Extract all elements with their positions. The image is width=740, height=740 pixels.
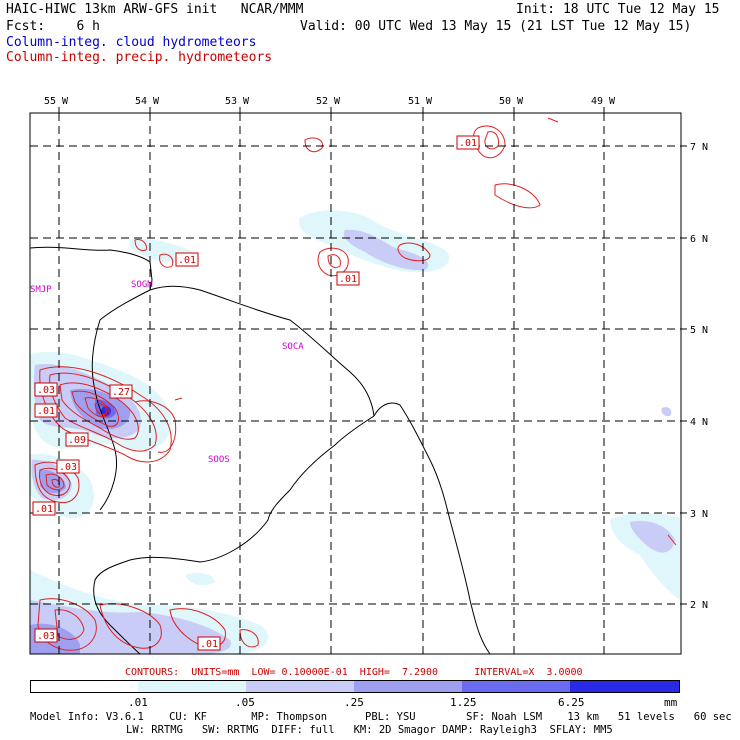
colorbar-swatch	[138, 680, 246, 693]
lon-label: 49 W	[591, 96, 616, 107]
station-label: SMJP	[30, 285, 52, 295]
lon-label: 51 W	[408, 96, 433, 107]
lon-label: 50 W	[499, 96, 524, 107]
contour-label: .27	[112, 387, 130, 398]
lat-label: 7 N	[690, 142, 708, 153]
forecast-hour: Fcst: 6 h	[6, 19, 100, 34]
contour-label: .03	[37, 385, 55, 396]
lat-labels: 7 N 6 N 5 N 4 N 3 N 2 N	[690, 142, 708, 611]
colorbar-label: .25	[344, 696, 364, 709]
contour-info: CONTOURS: UNITS=mm LOW= 0.10000E-01 HIGH…	[125, 667, 583, 678]
colorbar-label: .05	[235, 696, 255, 709]
lat-label: 2 N	[690, 600, 708, 611]
lat-label: 5 N	[690, 325, 708, 336]
colorbar-units: mm	[664, 696, 678, 709]
lat-label: 4 N	[690, 417, 708, 428]
field-precip-label: Column-integ. precip. hydrometeors	[6, 50, 273, 65]
lon-label: 55 W	[44, 96, 69, 107]
lon-labels: 55 W 54 W 53 W 52 W 51 W 50 W 49 W	[44, 96, 616, 107]
contour-label: .01	[35, 504, 53, 515]
contour-label: .01	[37, 406, 55, 417]
contour-label: .03	[59, 462, 77, 473]
colorbar-frame	[30, 680, 680, 693]
station-label: SOGM	[131, 280, 153, 290]
colorbar-swatch	[570, 680, 680, 693]
colorbar-swatch	[462, 680, 570, 693]
station-labels: SMJP SOGM SOCA SOOS	[30, 280, 304, 465]
lon-label: 54 W	[135, 96, 160, 107]
contour-label: .01	[339, 274, 357, 285]
axis-ticks	[58, 107, 687, 605]
colorbar-swatch	[246, 680, 354, 693]
contour-label: .01	[459, 138, 477, 149]
field-cloud-label: Column-integ. cloud hydrometeors	[6, 35, 257, 50]
colorbar-label: .01	[128, 696, 148, 709]
station-label: SOCA	[282, 342, 304, 352]
lat-label: 3 N	[690, 509, 708, 520]
lat-lon-grid	[30, 113, 681, 654]
valid-time: Valid: 00 UTC Wed 13 May 15 (21 LST Tue …	[300, 19, 692, 34]
precip-contours	[34, 117, 677, 651]
lon-label: 52 W	[316, 96, 341, 107]
colorbar-label: 1.25	[450, 696, 477, 709]
contour-label: .09	[68, 435, 86, 446]
lon-label: 53 W	[225, 96, 250, 107]
colorbar-swatch	[30, 680, 138, 693]
model-info-line2: LW: RRTMG SW: RRTMG DIFF: full KM: 2D Sm…	[126, 724, 613, 736]
coastlines	[29, 246, 491, 655]
map-frame	[29, 112, 682, 655]
station-label: SOOS	[208, 455, 230, 465]
colorbar-label: 6.25	[558, 696, 585, 709]
contour-value-labels: .01 .01 .01 .03 .01 .27 .09 .03 .01 .03 …	[32, 135, 480, 651]
contour-label: .01	[178, 255, 196, 266]
init-time: Init: 18 UTC Tue 12 May 15	[516, 2, 720, 17]
colorbar-swatch	[354, 680, 462, 693]
contour-label: .01	[200, 639, 218, 650]
model-title: HAIC-HIWC 13km ARW-GFS init NCAR/MMM	[6, 2, 304, 17]
model-info-line1: Model Info: V3.6.1 CU: KF MP: Thompson P…	[30, 711, 732, 723]
lat-label: 6 N	[690, 234, 708, 245]
contour-label: .03	[37, 631, 55, 642]
